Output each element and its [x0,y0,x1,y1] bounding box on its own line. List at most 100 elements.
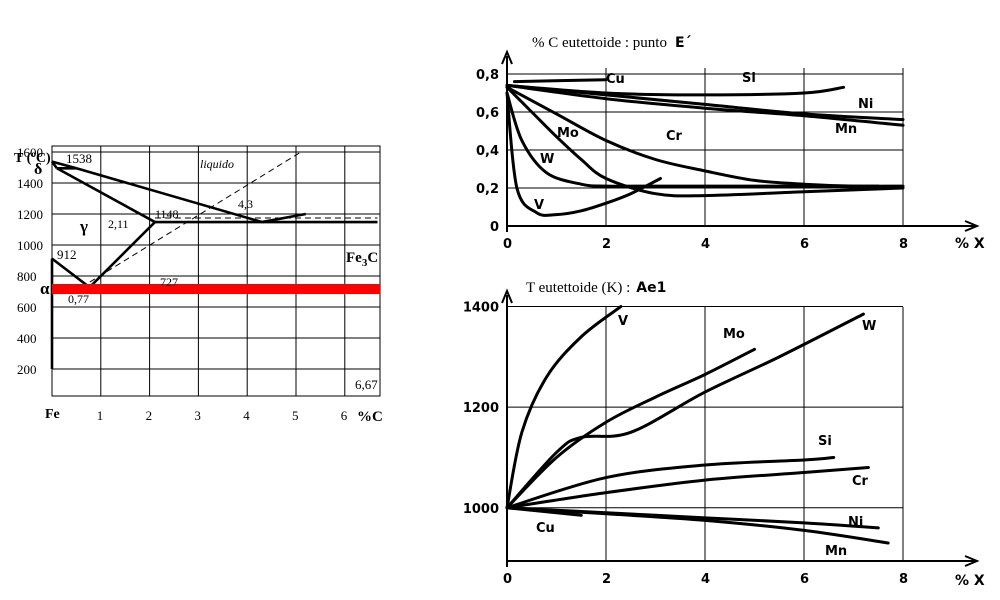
c1-xaxis-arrow [964,220,980,232]
c2-xaxis-arrow [964,555,980,567]
fe-c-phase-diagram: 200 400 600 800 1000 1200 1400 1600 1 2 3 4 5 6 T (ºC… [14,145,383,425]
fec-xtick-label: 4 [243,408,250,423]
c2-ytick-label: 1400 [463,301,499,316]
label-fe3c: Fe3C [346,250,378,269]
c2-series-label-cu: Cu [536,521,555,536]
c1-series [505,78,905,217]
c2-line-cr [505,466,870,510]
c2-series-label-ni: Ni [848,515,863,530]
c2-title: T eutettoide (K) : Ae1 [526,280,666,296]
c1-series-label-w: W [540,152,554,167]
fec-phase-line [51,257,91,289]
c2-xtick-label: 8 [899,572,908,587]
c1-xlabel: % X [955,236,985,252]
c1-line-ni [505,83,905,122]
c1-tick-labels: 0 2 4 6 8 0 0,2 0,4 0,6 0,8 [476,68,908,252]
c2-series-label-w: W [862,319,876,334]
c2-series [505,305,890,545]
c1-xtick-label: 6 [800,237,809,252]
fec-ytick-label: 1400 [17,176,43,191]
fec-phase-line [76,167,263,224]
c1-xtick-label: 0 [503,237,512,252]
c1-ytick-label: 0,4 [476,144,499,159]
label-liquido: liquido [200,157,234,171]
c1-grid [507,68,904,226]
c1-line-cu [512,78,608,84]
c1-line-mo [505,85,905,198]
fec-ytick-label: 1200 [17,207,43,222]
c2-line-mn [505,506,890,545]
fec-ytick-label: 400 [17,331,37,346]
c1-series-label-si: Si [742,71,756,86]
c1-xtick-label: 4 [701,237,710,252]
label-2-11: 2,11 [108,217,129,231]
c1-ytick-label: 0,8 [476,68,499,83]
c2-xtick-label: 6 [800,572,809,587]
fec-ylabel: T (ºC) [14,151,51,166]
c2-line-mo [505,347,756,510]
c2-series-label-v: V [618,314,628,329]
fec-xtick-label: 3 [194,408,201,423]
c2-series-label-mn: Mn [825,544,847,559]
c2-xlabel: % X [955,573,985,589]
fec-xtick-label: 2 [146,408,153,423]
fec-xlabel: %C [357,409,383,425]
c2-ytick-label: 1200 [463,401,499,416]
c2-series-label-si: Si [818,434,832,449]
label-1148: 1148 [155,207,179,221]
fec-eutectoid-highlight [52,284,380,294]
c1-xtick-label: 2 [602,237,611,252]
c1-line-mn [505,83,905,127]
c2-line-v [505,305,623,510]
c1-series-label-mo: Mo [557,126,579,141]
fec-dashed-acm [81,151,302,288]
label-1538: 1538 [66,151,92,166]
c1-series-label-cu: Cu [606,72,625,87]
c1-series-label-cr: Cr [666,129,683,144]
label-912: 912 [57,247,77,262]
c1-series-label-ni: Ni [858,97,873,112]
c1-ytick-label: 0 [490,220,499,235]
c2-line-si [505,455,836,510]
fec-ytick-label: 200 [17,362,37,377]
c1-yaxis-arrow [501,49,513,65]
c2-ytick-label: 1000 [463,502,499,517]
c2-line-w [505,312,865,510]
c1-line-v [505,91,662,217]
label-gamma: γ [79,217,88,236]
label-delta: δ [34,161,42,178]
label-727: 727 [160,275,178,289]
label-6-67: 6,67 [355,377,378,392]
c2-axes [501,288,980,567]
c1-series-label-mn: Mn [835,122,857,137]
c2-xtick-label: 2 [602,572,611,587]
c1-title: % C eutettoide : punto E´ [532,35,692,51]
fec-ytick-label: 800 [17,269,37,284]
fec-xtick-label: 5 [292,408,299,423]
c2-yaxis-arrow [501,288,513,304]
fec-xtick-label: 6 [341,408,348,423]
c2-series-label-mo: Mo [723,327,745,342]
fec-phase-line [88,221,156,289]
fec-xtick-label: 1 [97,408,104,423]
fec-grid [52,146,380,396]
label-alpha: α [40,279,50,298]
fec-origin-label: Fe [45,407,60,422]
c2-xtick-label: 4 [701,572,710,587]
label-0-77: 0,77 [68,292,89,306]
c2-series-label-cr: Cr [852,474,869,489]
c2-xtick-label: 0 [503,572,512,587]
eutectoid-carbon-chart: 0 2 4 6 8 0 0,2 0,4 0,6 0,8 % C eutettoide : punt… [476,35,985,252]
label-4-3: 4,3 [238,197,253,211]
fec-ytick-label: 1000 [17,238,43,253]
fec-ytick-label: 600 [17,300,37,315]
c2-tick-labels: 0 2 4 6 8 1000 1200 1400 [463,301,908,587]
c1-series-label-v: V [534,198,544,213]
c1-line-w [505,91,880,188]
fec-ytick-label: 1600 [17,145,43,160]
c1-ytick-label: 0,2 [476,182,499,197]
